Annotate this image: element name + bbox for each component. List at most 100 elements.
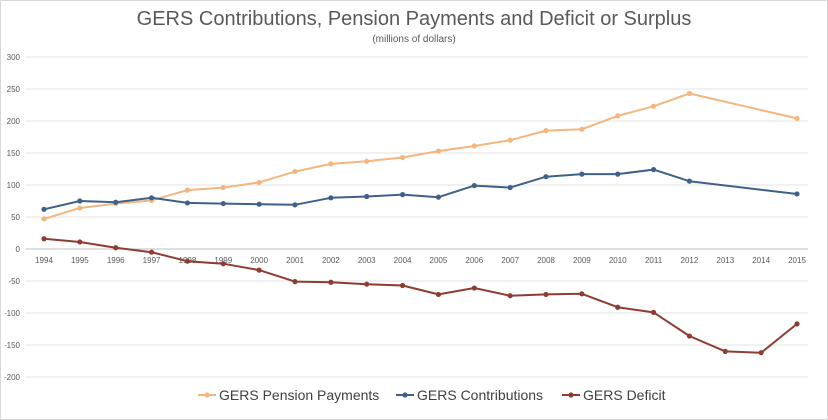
data-point [615,113,621,119]
legend-marker [402,392,408,398]
data-point [364,193,370,200]
data-point [292,279,298,285]
data-point [328,161,334,167]
y-tick-label: 100 [7,181,21,190]
series-line [43,168,798,211]
data-point [220,184,226,191]
data-point [77,239,83,245]
data-point [722,348,728,354]
data-point [650,309,657,315]
data-point [471,285,477,291]
legend-label: GERS Contributions [417,387,543,403]
y-tick-label: 150 [7,149,21,158]
data-point [435,194,442,200]
data-point [507,184,513,191]
data-point [794,321,800,327]
data-point [77,205,83,211]
x-tick-label: 2006 [465,256,483,265]
legend-label: GERS Pension Payments [219,387,379,403]
data-point [256,201,262,207]
x-tick-label: 1995 [71,256,89,265]
data-point [41,216,47,222]
x-tick-label: 1997 [143,256,161,265]
data-point [113,199,119,205]
legend-label: GERS Deficit [583,387,666,403]
x-tick-label: 2015 [788,256,806,265]
chart-subtitle: (millions of dollars) [372,34,456,45]
data-point [615,171,621,177]
data-point [650,167,657,173]
data-point [435,291,442,298]
y-tick-label: -200 [4,373,21,382]
x-tick-label: 2000 [250,256,268,265]
series-line [43,92,798,220]
series-line [43,237,798,354]
data-point [184,258,191,264]
data-point [292,168,298,175]
data-point [292,202,298,208]
x-tick-label: 2002 [322,256,340,265]
data-point [256,179,262,186]
data-point [794,191,800,197]
data-point [794,115,800,122]
legend-marker [568,392,574,398]
data-point [328,195,334,201]
data-point [579,126,585,132]
data-point [615,304,621,310]
data-point [686,90,693,97]
data-point [471,143,477,149]
data-point [148,249,155,255]
y-tick-label: 200 [7,117,21,126]
data-point [364,158,370,164]
legend-marker [204,392,210,398]
data-point [686,333,693,339]
data-point [364,281,370,287]
data-point [328,279,334,285]
x-tick-label: 2013 [716,256,734,265]
data-point [543,291,549,298]
y-tick-label: 0 [16,245,21,254]
x-tick-label: 2010 [609,256,627,265]
chart-title: GERS Contributions, Pension Payments and… [136,8,692,30]
data-point [758,350,764,356]
y-tick-label: -100 [4,309,21,318]
y-tick-label: 300 [7,53,21,62]
data-point [148,195,155,201]
data-point [41,236,47,242]
x-tick-label: 2009 [573,256,591,265]
data-point [184,200,191,206]
x-tick-label: 2008 [537,256,555,265]
data-point [256,267,262,273]
x-tick-label: 2005 [430,256,448,265]
x-tick-label: 2014 [752,256,770,265]
data-point [399,192,406,198]
data-point [579,291,585,297]
data-point [507,293,513,299]
data-point [184,187,191,193]
data-point [220,261,226,267]
y-tick-label: 250 [7,85,21,94]
data-point [543,174,549,180]
data-point [650,103,657,109]
data-point [579,171,585,177]
data-point [435,148,442,154]
x-tick-label: 2001 [286,256,304,265]
data-point [113,245,119,251]
data-point [41,206,47,212]
data-point [543,128,549,134]
y-tick-label: 50 [11,213,20,222]
data-point [471,183,477,189]
data-point [77,198,83,204]
data-point [399,282,406,289]
x-tick-label: 2012 [681,256,699,265]
data-point [686,178,693,184]
data-point [507,137,513,143]
x-tick-label: 2011 [645,256,663,265]
data-point [399,154,406,161]
x-tick-label: 1994 [35,256,53,265]
x-tick-label: 1999 [214,256,232,265]
y-tick-label: -50 [8,277,20,286]
data-point [220,200,226,207]
